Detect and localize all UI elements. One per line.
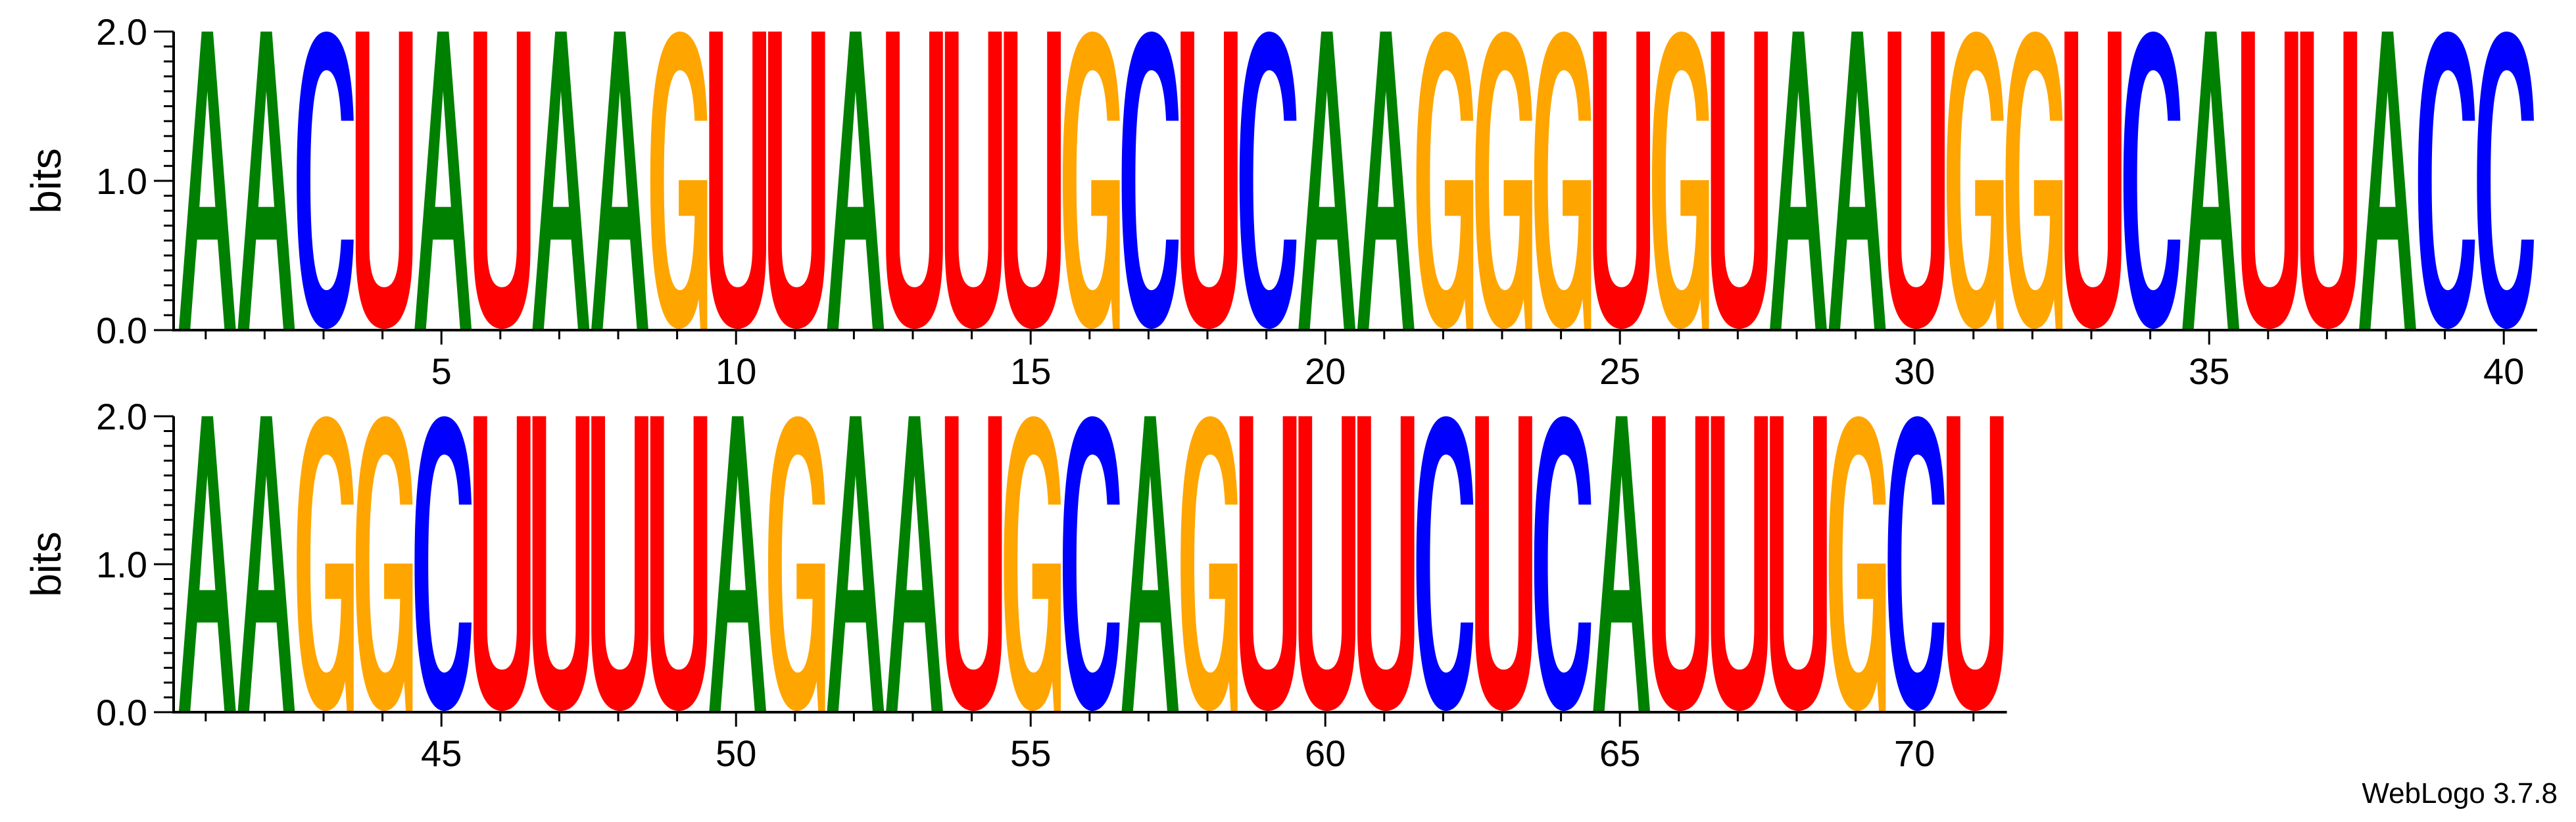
x-tick-label: 10: [716, 351, 756, 392]
logo-letter-U-63: [1475, 416, 1532, 711]
logo-letter-A-12: [827, 32, 885, 329]
logo-letter-U-47: [532, 416, 590, 711]
logo-letter-G-9: [650, 32, 708, 329]
logo-letter-A-1: [179, 32, 236, 329]
y-axis-label: bits: [22, 148, 70, 214]
logo-letter-C-70: [1887, 416, 1945, 711]
logo-letter-U-36: [2241, 32, 2298, 329]
logo-letter-G-32: [2005, 32, 2063, 329]
x-tick-label: 40: [2483, 351, 2524, 392]
y-axis-label: bits: [22, 531, 70, 597]
logo-letter-U-27: [1711, 32, 1768, 329]
logo-letter-C-40: [2477, 32, 2534, 329]
logo-letter-A-53: [886, 416, 943, 711]
logo-letter-U-10: [709, 32, 766, 329]
logo-letter-G-44: [355, 416, 413, 711]
logo-letter-U-15: [1004, 32, 1061, 329]
logo-letter-G-58: [1180, 416, 1238, 711]
x-tick-label: 15: [1010, 351, 1051, 392]
logo-letter-C-19: [1239, 32, 1297, 329]
logo-letter-A-8: [591, 32, 648, 329]
logo-letter-A-7: [532, 32, 590, 329]
logo-letter-U-6: [474, 32, 531, 329]
logo-row-2: 0.0 1.0 2.0 bits 45 50 55 60 65 70: [22, 396, 2007, 774]
logo-letter-G-69: [1828, 416, 1886, 711]
logo-letter-A-28: [1770, 32, 1827, 329]
logo-letter-A-38: [2359, 32, 2416, 329]
x-tick-label: 30: [1894, 351, 1935, 392]
logo-letter-U-18: [1180, 32, 1238, 329]
weblogo-credit: WebLogo 3.7.8: [2362, 777, 2558, 810]
logo-letter-C-34: [2123, 32, 2181, 329]
logo-letter-G-43: [297, 416, 354, 711]
logo-letter-C-64: [1534, 416, 1592, 711]
y-tick-label: 1.0: [96, 544, 147, 585]
logo-letter-U-54: [944, 416, 1002, 711]
logo-letter-G-24: [1534, 32, 1592, 329]
logo-letter-U-61: [1357, 416, 1415, 711]
logo-letter-A-2: [237, 32, 295, 329]
y-tick-label: 1.0: [96, 160, 147, 202]
logo-letter-C-45: [414, 416, 472, 711]
logo-letter-U-67: [1711, 416, 1768, 711]
logo-letter-U-46: [474, 416, 531, 711]
logo-letter-U-60: [1298, 416, 1355, 711]
logo-letter-C-39: [2418, 32, 2475, 329]
logo-letter-U-59: [1239, 416, 1297, 711]
logo-letter-G-55: [1004, 416, 1061, 711]
logo-letter-A-57: [1121, 416, 1179, 711]
x-tick-label: 20: [1305, 351, 1346, 392]
y-tick-label: 0.0: [96, 692, 147, 733]
x-tick-label: 45: [421, 733, 462, 774]
x-tick-label: 5: [431, 351, 452, 392]
logo-letter-A-42: [237, 416, 295, 711]
logo-letter-U-30: [1887, 32, 1945, 329]
logo-letter-U-11: [768, 32, 825, 329]
logo-letter-U-48: [591, 416, 648, 711]
y-tick-label: 2.0: [96, 11, 147, 53]
y-tick-label: 2.0: [96, 396, 147, 437]
logo-letter-A-29: [1828, 32, 1886, 329]
logo-letter-C-17: [1121, 32, 1179, 329]
logo-letter-U-66: [1652, 416, 1709, 711]
logo-letter-A-65: [1593, 416, 1650, 711]
logo-letter-G-51: [768, 416, 825, 711]
logo-row-1: 0.0 1.0 2.0 bits 5 10 15 20 25 30 35 40: [22, 11, 2537, 392]
logo-letter-G-23: [1475, 32, 1532, 329]
x-tick-label: 70: [1894, 733, 1935, 774]
x-tick-label: 55: [1010, 733, 1051, 774]
logo-letter-G-31: [1947, 32, 2004, 329]
x-tick-label: 50: [716, 733, 756, 774]
logo-letter-U-14: [944, 32, 1002, 329]
x-tick-label: 25: [1599, 351, 1640, 392]
logo-letter-U-49: [650, 416, 708, 711]
logo-letter-A-35: [2182, 32, 2239, 329]
logo-letter-U-13: [886, 32, 943, 329]
logo-letter-A-20: [1298, 32, 1355, 329]
logo-letter-U-4: [355, 32, 413, 329]
logo-letter-U-25: [1593, 32, 1650, 329]
logo-letter-U-37: [2300, 32, 2358, 329]
logo-letter-U-33: [2064, 32, 2122, 329]
logo-letter-G-26: [1652, 32, 1709, 329]
logo-letter-A-41: [179, 416, 236, 711]
logo-letter-C-56: [1063, 416, 1120, 711]
logo-letter-A-21: [1357, 32, 1415, 329]
logo-letter-G-22: [1416, 32, 1474, 329]
logo-letter-G-16: [1063, 32, 1120, 329]
x-tick-label: 35: [2189, 351, 2229, 392]
logo-letter-U-71: [1947, 416, 2004, 711]
logo-letter-A-52: [827, 416, 885, 711]
logo-letter-C-62: [1416, 416, 1474, 711]
logo-letter-A-5: [414, 32, 472, 329]
logo-letter-U-68: [1770, 416, 1827, 711]
x-tick-label: 65: [1599, 733, 1640, 774]
x-tick-label: 60: [1305, 733, 1346, 774]
logo-letter-C-3: [297, 32, 354, 329]
logo-letter-A-50: [709, 416, 766, 711]
y-tick-label: 0.0: [96, 310, 147, 351]
